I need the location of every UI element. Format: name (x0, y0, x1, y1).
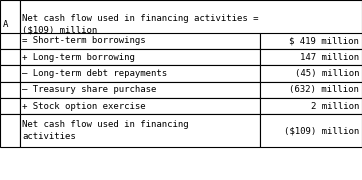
Bar (0, 49, 20, 65)
Text: 147 million: 147 million (300, 53, 359, 62)
Bar (20, 49, 260, 65)
Bar (20, 33, 260, 49)
Bar (260, 33, 362, 49)
Bar (20, 0, 362, 49)
Bar (260, 65, 362, 82)
Text: + Long-term borrowing: + Long-term borrowing (22, 53, 135, 62)
Text: 2 million: 2 million (311, 102, 359, 111)
Text: Net cash flow used in financing activities =
($109) million: Net cash flow used in financing activiti… (22, 14, 259, 35)
Bar (0, 82, 20, 98)
Text: + Stock option exercise: + Stock option exercise (22, 102, 146, 111)
Text: = Short-term borrowings: = Short-term borrowings (22, 36, 146, 45)
Bar (260, 98, 362, 114)
Text: (632) million: (632) million (289, 86, 359, 94)
Bar (0, 33, 20, 49)
Text: $ 419 million: $ 419 million (289, 36, 359, 45)
Text: (45) million: (45) million (295, 69, 359, 78)
Bar (20, 65, 260, 82)
Text: A: A (3, 20, 8, 29)
Text: — Treasury share purchase: — Treasury share purchase (22, 86, 157, 94)
Bar (260, 114, 362, 147)
Bar (260, 82, 362, 98)
Text: ($109) million: ($109) million (284, 126, 359, 135)
Bar (20, 114, 260, 147)
Text: — Long-term debt repayments: — Long-term debt repayments (22, 69, 168, 78)
Bar (0, 65, 20, 82)
Bar (260, 49, 362, 65)
Bar (20, 98, 260, 114)
Bar (20, 82, 260, 98)
Bar (0, 114, 20, 147)
Bar (0, 0, 20, 49)
Bar (0, 98, 20, 114)
Text: Net cash flow used in financing
activities: Net cash flow used in financing activiti… (22, 120, 189, 141)
